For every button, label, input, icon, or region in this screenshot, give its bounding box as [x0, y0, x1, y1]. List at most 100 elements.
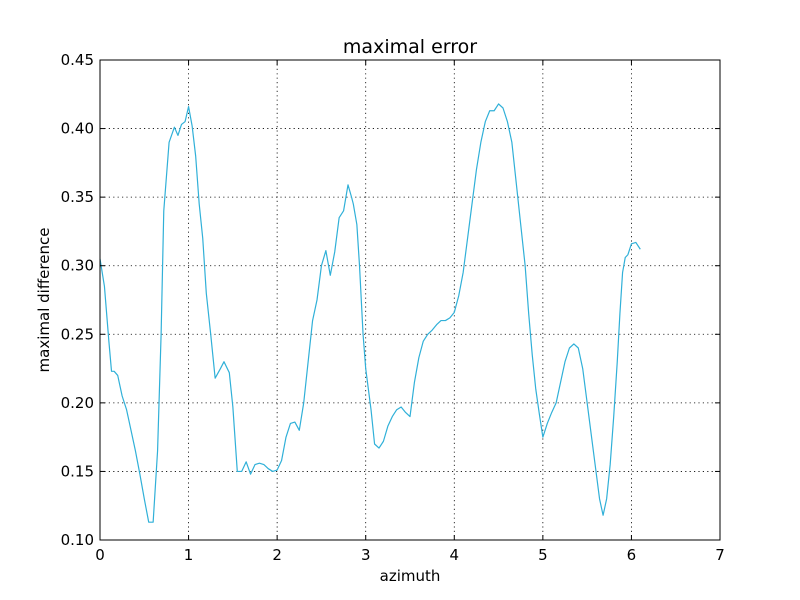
- x-tick-label: 6: [627, 546, 637, 564]
- plot-frame: [99, 59, 721, 541]
- data-point: [223, 361, 224, 362]
- y-axis-label: maximal difference: [35, 228, 53, 373]
- data-point: [414, 382, 415, 383]
- data-point: [199, 203, 200, 204]
- data-point: [195, 155, 196, 156]
- data-point: [237, 471, 238, 472]
- y-tick-label: 0.15: [61, 462, 94, 480]
- data-point: [578, 347, 579, 348]
- data-point: [627, 254, 628, 255]
- data-point: [436, 324, 437, 325]
- data-point: [418, 357, 419, 358]
- x-tick-label: 1: [184, 546, 194, 564]
- data-point: [582, 368, 583, 369]
- data-point: [405, 412, 406, 413]
- data-point: [535, 389, 536, 390]
- data-point: [560, 382, 561, 383]
- data-point: [161, 334, 162, 335]
- data-point: [184, 121, 185, 122]
- data-point: [232, 406, 233, 407]
- data-point: [542, 437, 543, 438]
- x-tick-label: 3: [361, 546, 371, 564]
- data-point: [359, 265, 360, 266]
- data-point: [374, 443, 375, 444]
- data-point: [502, 107, 503, 108]
- data-point: [104, 286, 105, 287]
- data-point: [181, 124, 182, 125]
- data-point: [401, 406, 402, 407]
- data-point: [520, 224, 521, 225]
- data-point: [285, 437, 286, 438]
- data-point: [573, 343, 574, 344]
- y-tick-label: 0.20: [61, 394, 94, 412]
- data-point: [210, 334, 211, 335]
- data-point: [330, 275, 331, 276]
- data-point: [622, 272, 623, 273]
- data-point: [480, 142, 481, 143]
- data-point: [202, 238, 203, 239]
- data-point: [325, 250, 326, 251]
- data-point: [347, 184, 348, 185]
- data-point: [458, 295, 459, 296]
- data-point: [625, 257, 626, 258]
- data-point: [353, 203, 354, 204]
- data-point: [463, 272, 464, 273]
- data-point: [476, 169, 477, 170]
- data-point: [153, 522, 154, 523]
- data-point: [163, 210, 164, 211]
- data-point: [449, 317, 450, 318]
- data-point: [396, 409, 397, 410]
- data-point: [547, 423, 548, 424]
- data-point: [378, 448, 379, 449]
- x-tick-label: 0: [95, 546, 105, 564]
- y-tick-labels: 0.10 0.15 0.20 0.25 0.30 0.35 0.40 0.45: [61, 51, 94, 549]
- data-point: [250, 474, 251, 475]
- data-point: [423, 341, 424, 342]
- data-point: [157, 450, 158, 451]
- data-point: [290, 423, 291, 424]
- data-point: [556, 402, 557, 403]
- data-point: [440, 320, 441, 321]
- data-point: [206, 293, 207, 294]
- data-point: [343, 210, 344, 211]
- data-point: [229, 372, 230, 373]
- data-point: [117, 375, 118, 376]
- data-point: [254, 464, 255, 465]
- data-point: [365, 368, 366, 369]
- data-point: [174, 127, 175, 128]
- data-point: [525, 265, 526, 266]
- data-point: [111, 371, 112, 372]
- data-point: [356, 224, 357, 225]
- data-point: [516, 183, 517, 184]
- data-point: [532, 354, 533, 355]
- data-point: [409, 416, 410, 417]
- data-point: [135, 450, 136, 451]
- data-point: [351, 197, 352, 198]
- data-point: [613, 416, 614, 417]
- data-point: [617, 361, 618, 362]
- data-point: [303, 402, 304, 403]
- data-point: [606, 498, 607, 499]
- data-point: [368, 389, 369, 390]
- y-tick-label: 0.10: [61, 531, 94, 549]
- data-point: [467, 238, 468, 239]
- data-point: [246, 461, 247, 462]
- data-point: [114, 371, 115, 372]
- data-point: [498, 103, 499, 104]
- data-point: [108, 341, 109, 342]
- data-point: [339, 217, 340, 218]
- data-point: [635, 242, 636, 243]
- data-point: [122, 395, 123, 396]
- data-point: [619, 313, 620, 314]
- data-point: [485, 121, 486, 122]
- data-point: [370, 409, 371, 410]
- data-point: [427, 334, 428, 335]
- data-point: [387, 426, 388, 427]
- data-point: [334, 251, 335, 252]
- y-tick-label: 0.45: [61, 51, 94, 69]
- data-point: [312, 320, 313, 321]
- data-point: [188, 106, 189, 107]
- data-point: [471, 203, 472, 204]
